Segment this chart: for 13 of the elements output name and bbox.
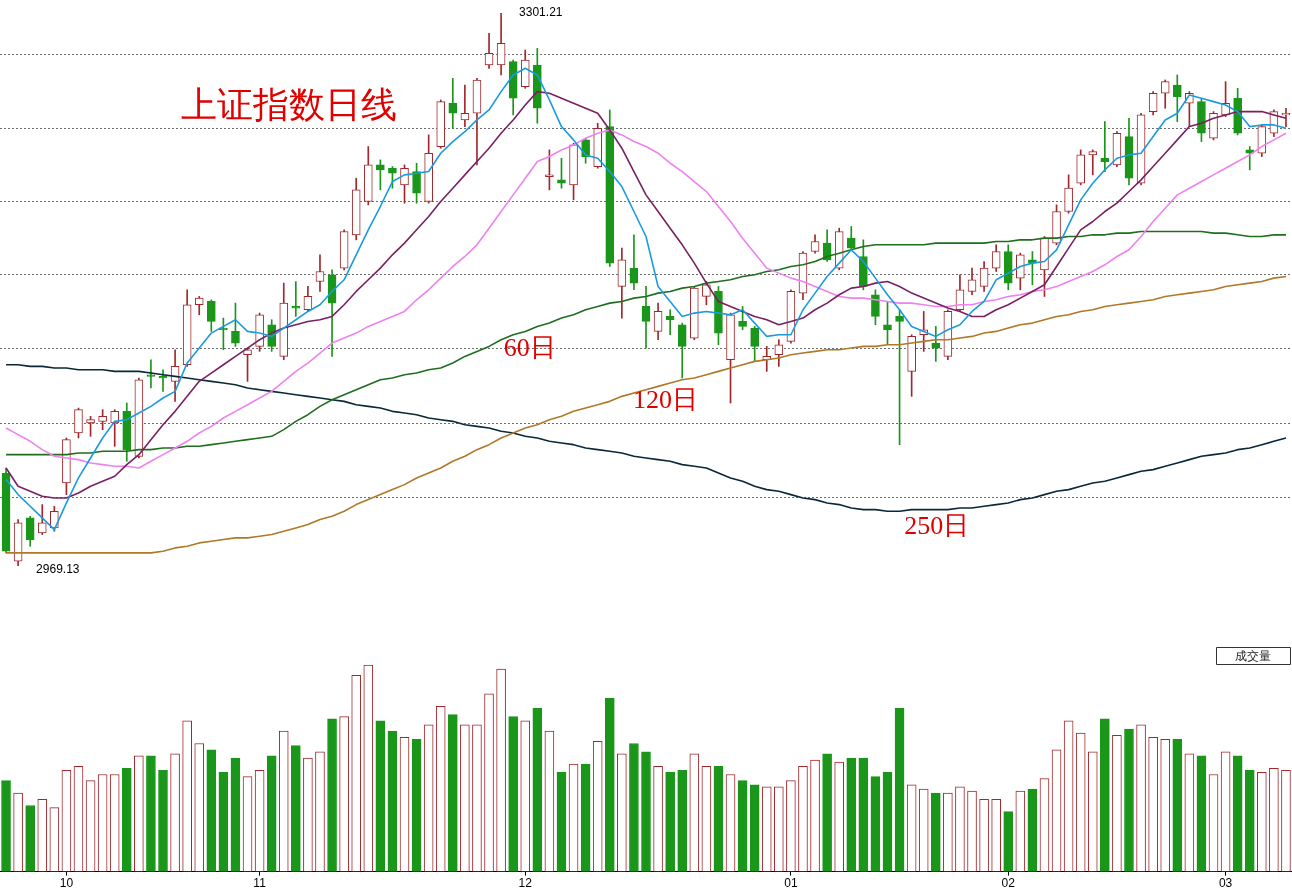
x-tick-label: 11 <box>253 876 267 891</box>
annotation: 2969.13 <box>36 562 80 577</box>
x-tick-label: 12 <box>518 876 533 891</box>
x-tick-label: 10 <box>59 876 74 891</box>
annotation: 3301.21 <box>519 5 563 20</box>
x-tick-label: 03 <box>1218 876 1233 891</box>
x-tick-label: 02 <box>1001 876 1016 891</box>
chart-title: 成交量 <box>1235 648 1271 663</box>
x-tick-label: 01 <box>784 876 798 891</box>
series-label: 250日 <box>904 511 970 541</box>
text: 上证指数日线 <box>180 85 397 126</box>
series-label: 60日 <box>503 333 556 363</box>
series-label: 120日 <box>632 384 698 414</box>
